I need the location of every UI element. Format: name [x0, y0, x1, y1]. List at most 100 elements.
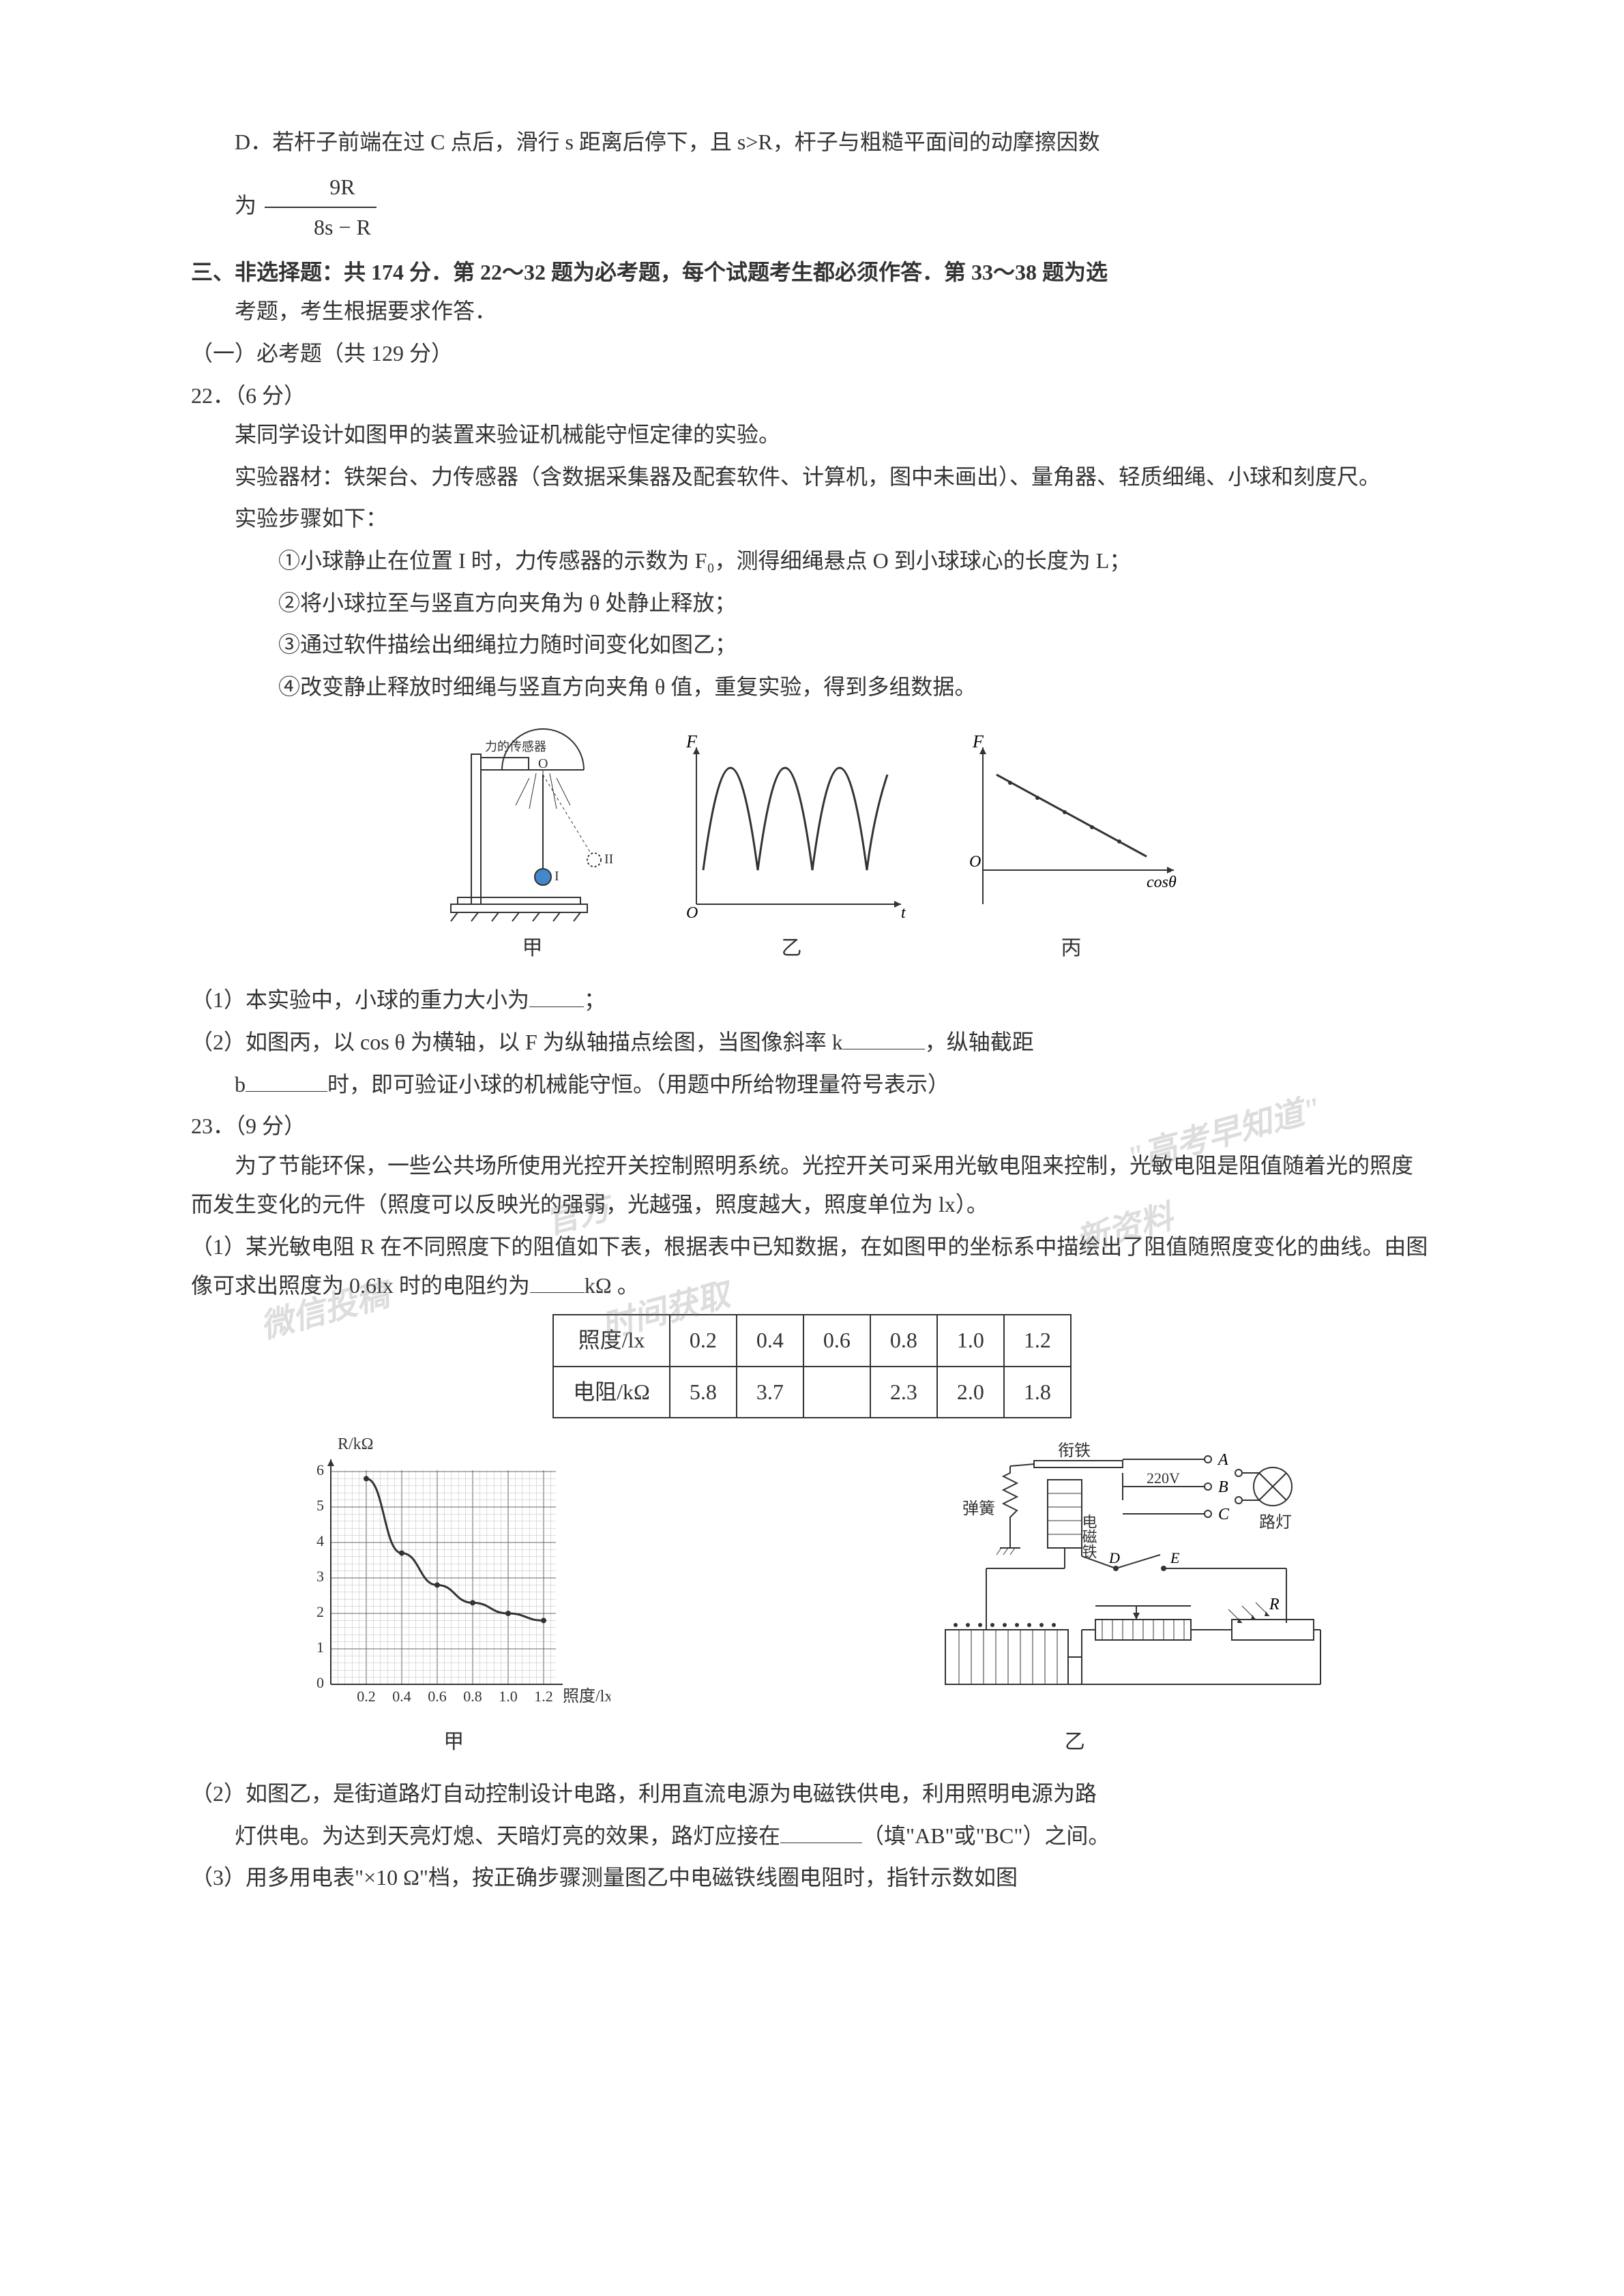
q22-figures: 力的传感器 O I II 甲 [191, 720, 1433, 967]
resistance-table: 照度/lx 0.2 0.4 0.6 0.8 1.0 1.2 电阻/kΩ 5.8 … [552, 1314, 1072, 1418]
svg-text:220V: 220V [1147, 1470, 1180, 1487]
fraction-numerator: 9R [265, 168, 377, 209]
q22-step1: ①小球静止在位置 I 时，力传感器的示数为 F₀，测得细绳悬点 O 到小球球心的… [191, 541, 1433, 581]
fraction-denominator: 8s − R [265, 208, 377, 248]
svg-text:1.0: 1.0 [499, 1688, 518, 1705]
svg-text:3: 3 [316, 1568, 324, 1585]
figure-bing: F O cosθ 丙 [956, 734, 1187, 967]
table-cell: 0.2 [670, 1315, 737, 1367]
table-cell: 0.4 [737, 1315, 803, 1367]
formula-prefix: 为 [235, 193, 256, 218]
svg-text:0: 0 [316, 1674, 324, 1691]
resistance-chart-svg: R/kΩ 照度/lx 0 1 2 3 4 5 6 0.2 0.4 0.6 0.8… [297, 1432, 610, 1718]
svg-text:2: 2 [316, 1603, 324, 1620]
q22-step4: ④改变静止释放时细绳与竖直方向夹角 θ 值，重复实验，得到多组数据。 [191, 668, 1433, 707]
apparatus-svg: 力的传感器 O I II [437, 720, 628, 925]
table-cell: 3.7 [737, 1367, 803, 1418]
figure-jia-label: 甲 [522, 930, 543, 967]
svg-text:O: O [969, 853, 981, 871]
circuit-svg: A B C 220V 路灯 衔铁 [823, 1432, 1327, 1718]
q22-p2: 实验器材：铁架台、力传感器（含数据采集器及配套软件、计算机，图中未画出）、量角器… [191, 458, 1433, 497]
fcos-graph-svg: F O cosθ [956, 734, 1187, 925]
svg-text:力的传感器: 力的传感器 [485, 740, 546, 754]
q22-step3: ③通过软件描绘出细绳拉力随时间变化如图乙； [191, 625, 1433, 665]
ft-graph-svg: F O t [669, 734, 915, 925]
svg-text:B: B [1218, 1478, 1228, 1496]
q23-figures: R/kΩ 照度/lx 0 1 2 3 4 5 6 0.2 0.4 0.6 0.8… [191, 1432, 1433, 1761]
q22-sub1: （1）本实验中，小球的重力大小为； [191, 981, 1433, 1020]
section3-line2: 考题，考生根据要求作答． [191, 292, 1433, 331]
q23-sub1: （1）某光敏电阻 R 在不同照度下的阻值如下表，根据表中已知数据，在如图甲的坐标… [191, 1227, 1433, 1306]
svg-text:1: 1 [316, 1639, 324, 1656]
svg-text:0.8: 0.8 [464, 1688, 483, 1705]
q23-number: 23．（9 分） [191, 1107, 1433, 1146]
svg-text:路灯: 路灯 [1259, 1513, 1292, 1532]
svg-text:O: O [686, 904, 698, 922]
svg-text:0.6: 0.6 [428, 1688, 447, 1705]
table-cell: 5.8 [670, 1367, 737, 1418]
blank [780, 1817, 862, 1843]
table-cell: 0.8 [870, 1315, 937, 1367]
q22-sub2-line1: （2）如图丙，以 cos θ 为横轴，以 F 为纵轴描点绘图，当图像斜率 k，纵… [191, 1023, 1433, 1062]
section3-subheader: （一）必考题（共 129 分） [191, 334, 1433, 374]
svg-text:A: A [1217, 1451, 1228, 1469]
svg-text:电磁铁: 电磁铁 [1080, 1514, 1097, 1559]
table-cell: 电阻/kΩ [553, 1367, 670, 1418]
q23-circuit-yi: A B C 220V 路灯 衔铁 [823, 1432, 1327, 1761]
svg-text:cosθ: cosθ [1147, 874, 1177, 891]
svg-text:6: 6 [316, 1461, 324, 1478]
q23-sub2-line1: （2）如图乙，是街道路灯自动控制设计电路，利用直流电源为电磁铁供电，利用照明电源… [191, 1774, 1433, 1814]
option-d-line1: D．若杆子前端在过 C 点后，滑行 s 距离后停下，且 s>R，杆子与粗糙平面间… [191, 123, 1433, 162]
page-container: D．若杆子前端在过 C 点后，滑行 s 距离后停下，且 s>R，杆子与粗糙平面间… [191, 123, 1433, 1898]
q23-sub3: （3）用多用电表"×10 Ω"档，按正确步骤测量图乙中电磁铁线圈电阻时，指针示数… [191, 1858, 1433, 1898]
q23-p1: 为了节能环保，一些公共场所使用光控开关控制照明系统。光控开关可采用光敏电阻来控制… [191, 1146, 1433, 1225]
q23-chart-jia: R/kΩ 照度/lx 0 1 2 3 4 5 6 0.2 0.4 0.6 0.8… [297, 1432, 610, 1761]
q23-chart-jia-label: 甲 [443, 1724, 464, 1761]
svg-text:t: t [901, 904, 906, 922]
svg-text:D: D [1108, 1549, 1120, 1566]
blank [843, 1024, 925, 1049]
table-cell: 2.0 [937, 1367, 1004, 1418]
figure-yi: F O t 乙 [669, 734, 915, 967]
q23-circuit-yi-label: 乙 [1065, 1724, 1085, 1761]
svg-text:5: 5 [316, 1497, 324, 1514]
svg-text:F: F [972, 734, 984, 751]
svg-text:O: O [538, 756, 548, 771]
table-cell: 1.8 [1004, 1367, 1071, 1418]
svg-text:I: I [555, 869, 559, 884]
table-row-header: 照度/lx 0.2 0.4 0.6 0.8 1.0 1.2 [553, 1315, 1071, 1367]
table-cell: 照度/lx [553, 1315, 670, 1367]
table-cell: 2.3 [870, 1367, 937, 1418]
q22-step2: ②将小球拉至与竖直方向夹角为 θ 处静止释放； [191, 584, 1433, 623]
table-cell: 1.0 [937, 1315, 1004, 1367]
blank [530, 1267, 585, 1293]
table-row-data: 电阻/kΩ 5.8 3.7 2.3 2.0 1.8 [553, 1367, 1071, 1418]
table-cell: 0.6 [803, 1315, 870, 1367]
svg-text:E: E [1170, 1549, 1180, 1566]
table-cell: 1.2 [1004, 1315, 1071, 1367]
svg-text:R: R [1269, 1596, 1280, 1613]
svg-text:照度/lx: 照度/lx [563, 1687, 610, 1705]
q22-p1: 某同学设计如图甲的装置来验证机械能守恒定律的实验。 [191, 415, 1433, 455]
svg-text:II: II [604, 852, 613, 867]
option-d-formula: 为 9R 8s − R [191, 168, 1433, 248]
svg-text:R/kΩ: R/kΩ [338, 1435, 374, 1453]
svg-text:0.2: 0.2 [357, 1688, 377, 1705]
figure-jia: 力的传感器 O I II 甲 [437, 720, 628, 967]
table-cell [803, 1367, 870, 1418]
figure-bing-label: 丙 [1061, 930, 1082, 967]
q23-sub2-line2: 灯供电。为达到天亮灯熄、天暗灯亮的效果，路灯应接在（填"AB"或"BC"）之间。 [191, 1817, 1433, 1856]
q22-number: 22．（6 分） [191, 376, 1433, 416]
svg-text:1.2: 1.2 [535, 1688, 554, 1705]
svg-text:4: 4 [316, 1532, 324, 1549]
fraction: 9R 8s − R [265, 168, 377, 248]
svg-text:衔铁: 衔铁 [1058, 1442, 1091, 1460]
svg-text:弹簧: 弹簧 [962, 1500, 995, 1518]
blank [246, 1065, 327, 1091]
section3-header: 三、非选择题：共 174 分．第 22～32 题为必考题，每个试题考生都必须作答… [191, 253, 1433, 293]
svg-text:C: C [1218, 1506, 1230, 1523]
figure-yi-label: 乙 [782, 930, 802, 967]
q22-sub2-line2: b时，即可验证小球的机械能守恒。（用题中所给物理量符号表示） [191, 1065, 1433, 1105]
q22-p3: 实验步骤如下： [191, 499, 1433, 539]
svg-text:F: F [685, 734, 698, 751]
